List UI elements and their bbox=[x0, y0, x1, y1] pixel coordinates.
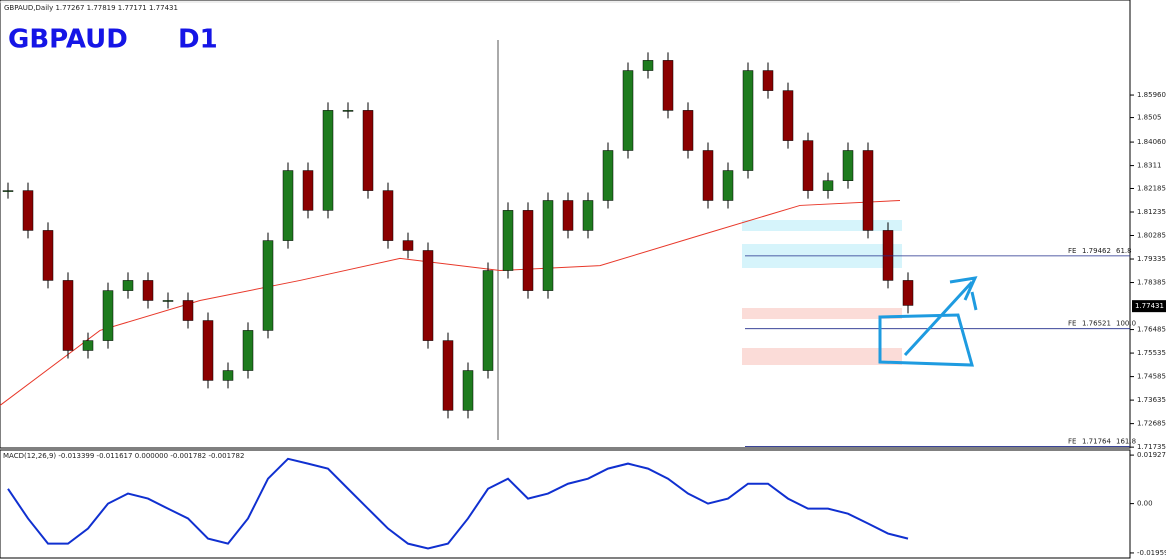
chart-timeframe: D1 bbox=[178, 25, 218, 55]
candle bbox=[862, 150, 874, 231]
candle bbox=[782, 90, 794, 141]
last-price: 1.77431 bbox=[1135, 302, 1164, 310]
candle bbox=[282, 170, 294, 241]
candle bbox=[342, 110, 354, 112]
macd-y-tick-label: 0.00 bbox=[1137, 500, 1153, 508]
moving-average bbox=[0, 199, 901, 406]
fibo-price: 1.76521 bbox=[1082, 320, 1111, 328]
y-tick-label: 1.8311 bbox=[1137, 162, 1162, 170]
y-tick-label: 1.72685 bbox=[1137, 420, 1166, 428]
marks: 1.85960 1.8505 1.84060 1.8311 1.82185 1.81235… bbox=[0, 52, 1166, 557]
candle bbox=[242, 330, 254, 371]
y-tick-label: 1.85960 bbox=[1137, 91, 1166, 99]
candle bbox=[162, 300, 174, 302]
candle bbox=[142, 280, 154, 301]
candle bbox=[462, 370, 474, 411]
fibo-level: 100.0 bbox=[1116, 320, 1136, 328]
candle bbox=[882, 230, 894, 281]
candle bbox=[202, 320, 214, 381]
candle bbox=[222, 370, 234, 381]
candle bbox=[362, 110, 374, 191]
candle bbox=[662, 60, 674, 111]
y-tick-label: 1.81235 bbox=[1137, 208, 1166, 216]
zone bbox=[742, 308, 902, 319]
y-tick-label: 1.8505 bbox=[1137, 114, 1162, 122]
y-tick-label: 1.76485 bbox=[1137, 326, 1166, 334]
y-tick-label: 1.75535 bbox=[1137, 349, 1166, 357]
candle bbox=[182, 300, 194, 321]
candle bbox=[642, 60, 654, 71]
candle bbox=[822, 180, 834, 191]
fibo-name: FE bbox=[1068, 247, 1076, 255]
fibo-level: 161.8 bbox=[1116, 437, 1136, 445]
zone bbox=[742, 348, 902, 365]
candle bbox=[382, 190, 394, 241]
zone bbox=[742, 220, 902, 231]
candle bbox=[842, 150, 854, 181]
candle bbox=[102, 290, 114, 341]
y-tick-label: 1.82185 bbox=[1137, 184, 1166, 192]
candle bbox=[582, 200, 594, 231]
candle bbox=[322, 110, 334, 211]
y-tick-label: 1.74585 bbox=[1137, 373, 1166, 381]
fibo-name: FE bbox=[1068, 320, 1076, 328]
candle bbox=[542, 200, 554, 291]
candle bbox=[42, 230, 54, 281]
fibo-level: 61.8 bbox=[1116, 247, 1132, 255]
candle bbox=[602, 150, 614, 201]
candle bbox=[262, 240, 274, 331]
y-tick-label: 1.84060 bbox=[1137, 138, 1166, 146]
last-price-box bbox=[1132, 300, 1166, 313]
candle bbox=[502, 210, 514, 271]
fibo-name: FE bbox=[1068, 437, 1076, 445]
candle bbox=[22, 190, 34, 231]
y-tick-label: 1.71735 bbox=[1137, 443, 1166, 451]
chart-header: GBPAUD,Daily 1.77267 1.77819 1.77171 1.7… bbox=[4, 4, 178, 12]
y-tick-label: 1.73635 bbox=[1137, 396, 1166, 404]
chart-title: GBPAUD bbox=[8, 25, 128, 55]
candle bbox=[742, 70, 754, 171]
candle bbox=[902, 280, 914, 306]
hand-drawing bbox=[878, 276, 978, 367]
fibo-price: 1.79462 bbox=[1082, 247, 1111, 255]
macd-line bbox=[7, 457, 909, 550]
macd-header: MACD(12,26,9) -0.013399 -0.011617 0.0000… bbox=[3, 452, 244, 460]
y-tick-label: 1.79335 bbox=[1137, 255, 1166, 263]
candle bbox=[762, 70, 774, 91]
candle bbox=[722, 170, 734, 201]
candle bbox=[482, 270, 494, 371]
macd-y-tick-label: -0.019591 bbox=[1137, 549, 1166, 557]
candle bbox=[82, 340, 94, 351]
candle bbox=[62, 280, 74, 351]
candle bbox=[122, 280, 134, 291]
candle bbox=[302, 170, 314, 211]
candle bbox=[622, 70, 634, 151]
fibo-price: 1.71764 bbox=[1082, 437, 1111, 445]
candle bbox=[422, 250, 434, 341]
y-tick-label: 1.80285 bbox=[1137, 232, 1166, 240]
candle bbox=[442, 340, 454, 411]
macd-y-tick-label: 0.019273 bbox=[1137, 451, 1166, 459]
candle bbox=[402, 240, 414, 251]
candle bbox=[702, 150, 714, 201]
y-tick-label: 1.78385 bbox=[1137, 279, 1166, 287]
candle bbox=[522, 210, 534, 291]
candle bbox=[2, 190, 14, 192]
candle bbox=[562, 200, 574, 231]
candle bbox=[682, 110, 694, 151]
macd-frame bbox=[0, 449, 1131, 559]
candle bbox=[802, 140, 814, 191]
